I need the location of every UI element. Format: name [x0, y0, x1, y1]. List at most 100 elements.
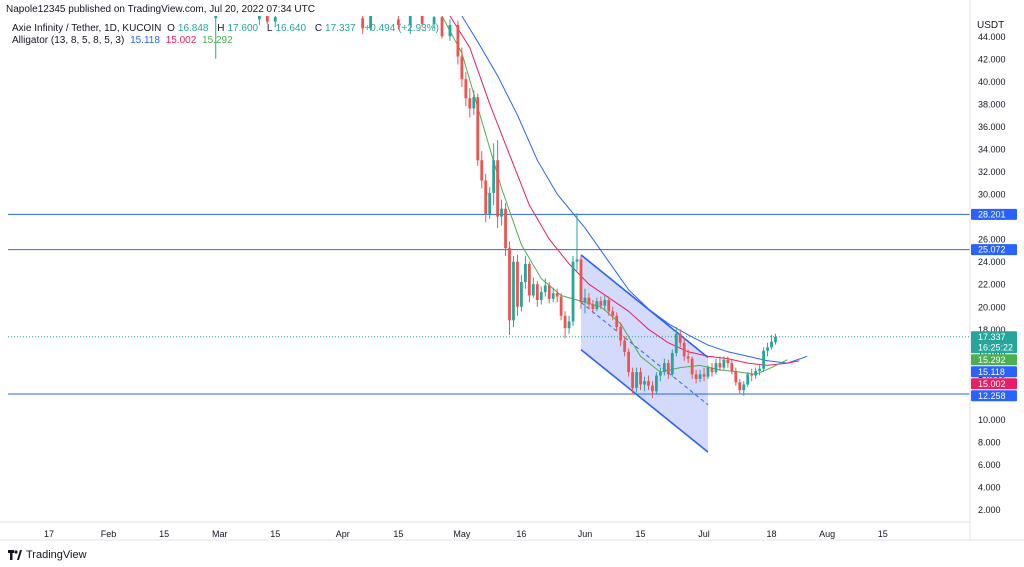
x-tick-label: Feb	[101, 529, 117, 539]
y-tick-label: 6.000	[978, 460, 1001, 470]
candle-body	[527, 263, 531, 296]
candle-body	[639, 372, 642, 385]
price-badge-label: 15.002	[978, 379, 1006, 389]
high-value: 17.600	[227, 23, 259, 34]
channel-midline	[580, 301, 709, 406]
symbol-legend: Axie Infinity / Tether, 1D, KUCOIN O 16.8…	[12, 23, 442, 34]
y-tick-label: 26.000	[978, 235, 1006, 245]
x-tick-label: Mar	[212, 529, 228, 539]
y-tick-label: 22.000	[978, 280, 1006, 290]
candle-body	[273, 17, 277, 22]
y-tick-label: 36.000	[978, 122, 1006, 132]
y-tick-label: 4.000	[978, 483, 1001, 493]
x-tick-label: 15	[270, 529, 280, 539]
level-badge	[971, 244, 1017, 256]
price-badge	[971, 378, 1017, 390]
candle-body	[516, 261, 519, 307]
candle-body	[754, 370, 758, 376]
candle-body	[484, 180, 488, 215]
candle-body	[460, 56, 464, 80]
candle-body	[535, 284, 539, 300]
x-tick-label: May	[453, 529, 471, 539]
candle-body	[539, 292, 543, 300]
candle-body	[730, 363, 734, 371]
level-badge-label: 25.072	[978, 245, 1006, 255]
price-badge	[971, 354, 1017, 366]
candle-body	[361, 18, 365, 29]
y-tick-label: 32.000	[978, 167, 1006, 177]
y-tick-label: 38.000	[978, 99, 1006, 109]
candle-body	[492, 160, 496, 193]
channel-lower-line	[580, 348, 709, 453]
candle-body	[512, 261, 515, 321]
candle-body	[472, 97, 476, 109]
alligator-lips-value: 15.292	[202, 35, 233, 46]
candle-body	[214, 16, 218, 19]
candle-body	[520, 281, 523, 307]
candle-body	[635, 372, 638, 388]
currency-label: USDT	[977, 20, 1005, 31]
candle-body	[440, 17, 444, 37]
x-tick-label: 17	[44, 529, 54, 539]
candle-body	[579, 259, 583, 303]
candle-body	[258, 16, 261, 20]
candle-body	[420, 16, 424, 24]
candle-body	[396, 19, 400, 26]
candle-body	[464, 79, 468, 99]
candle-body	[674, 333, 678, 353]
candle-body	[611, 311, 615, 316]
tradingview-brand[interactable]: TradingView	[8, 549, 87, 561]
high-key: H	[217, 23, 225, 34]
candle-body	[559, 296, 563, 316]
price-badge-label: 17.337	[978, 332, 1006, 342]
candle-body	[762, 350, 765, 369]
candle-body	[694, 374, 698, 379]
level-badge-label: 28.201	[978, 209, 1006, 219]
x-tick-label: Jul	[698, 529, 710, 539]
candle-body	[698, 374, 702, 379]
chart-axes: 44.000 42.000 40.000 38.000 36.000 34.000 32.0…	[0, 0, 1024, 541]
candle-body	[631, 372, 634, 388]
candle-body	[603, 299, 607, 306]
candle-body	[655, 375, 658, 392]
candle-body	[524, 263, 527, 282]
horizontal-levels	[8, 213, 970, 395]
price-badge-label: 15.118	[978, 367, 1005, 377]
candle-body	[718, 363, 722, 368]
candle-body	[432, 17, 436, 24]
candle-body	[615, 315, 619, 328]
candle-body	[774, 336, 777, 343]
candle-body	[662, 363, 666, 373]
y-tick-label: 44.000	[978, 32, 1006, 42]
candle-body	[714, 363, 718, 373]
x-tick-label: 16	[516, 529, 526, 539]
candle-body	[726, 359, 730, 364]
symbol-name[interactable]: Axie Infinity / Tether, 1D, KUCOIN	[12, 23, 162, 34]
close-key: C	[314, 23, 323, 34]
candle-body	[504, 208, 507, 249]
candle-body	[627, 351, 631, 373]
x-tick-label: 15	[636, 529, 646, 539]
candle-body	[551, 293, 555, 299]
candle-body	[468, 98, 472, 109]
candle-body	[658, 372, 662, 376]
y-tick-label: 2.000	[978, 505, 1001, 515]
candle-body	[563, 315, 567, 329]
candle-body	[766, 347, 769, 351]
candle-body	[710, 367, 714, 373]
y-tick-label: 20.000	[978, 302, 1006, 312]
price-badge	[971, 390, 1017, 402]
channel-fill	[580, 254, 709, 453]
candle-body	[651, 385, 654, 392]
candle-body	[742, 384, 746, 391]
y-tick-label: 40.000	[978, 77, 1006, 87]
candle-body	[583, 297, 587, 303]
candle-body	[555, 293, 559, 297]
alligator-label[interactable]: Alligator (13, 8, 5, 8, 5, 3)	[12, 35, 125, 46]
candle-body	[547, 285, 551, 299]
x-tick-label: 15	[393, 529, 403, 539]
candle-body	[738, 382, 742, 391]
candle-body	[607, 299, 611, 312]
